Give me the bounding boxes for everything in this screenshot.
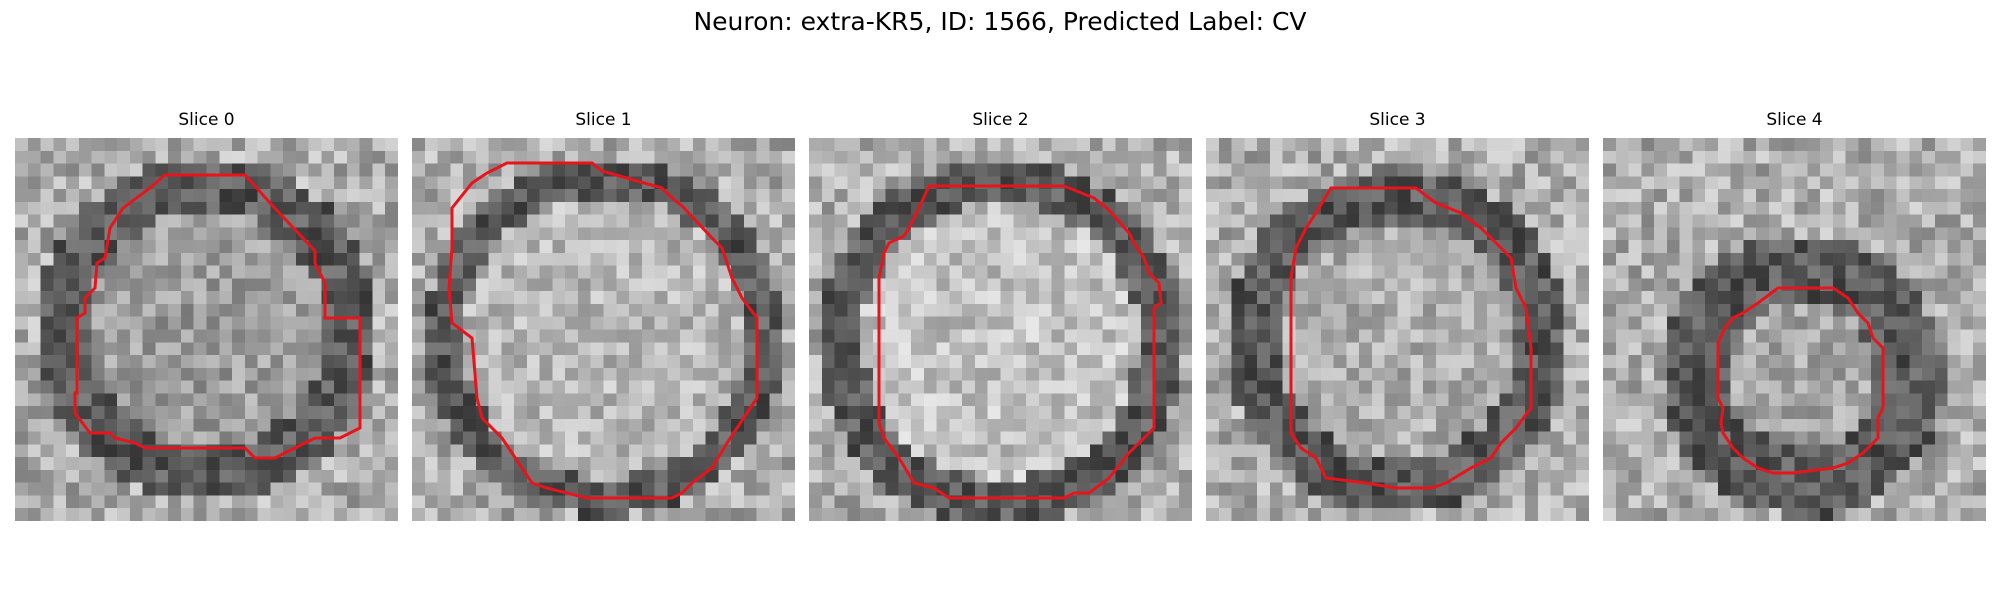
micrograph-image xyxy=(412,138,795,521)
slice-panel-0: Slice 0 xyxy=(15,110,398,521)
red-contour-icon xyxy=(447,161,759,500)
slice-title: Slice 0 xyxy=(178,110,235,130)
slice-image xyxy=(412,138,795,521)
micrograph-image xyxy=(15,138,398,521)
slice-panel-4: Slice 4 xyxy=(1603,110,1986,521)
micrograph-image xyxy=(1603,138,1986,521)
slice-title: Slice 2 xyxy=(972,110,1029,130)
slice-image xyxy=(15,138,398,521)
red-contour-icon xyxy=(1716,286,1885,475)
slice-title: Slice 1 xyxy=(575,110,632,130)
red-contour-icon xyxy=(1289,186,1533,490)
micrograph-image xyxy=(1206,138,1589,521)
figure-title: Neuron: extra-KR5, ID: 1566, Predicted L… xyxy=(693,7,1307,36)
slice-image xyxy=(1603,138,1986,521)
micrograph-image xyxy=(809,138,1192,521)
slice-image xyxy=(1206,138,1589,521)
red-contour-icon xyxy=(73,173,362,460)
slice-panel-1: Slice 1 xyxy=(412,110,795,521)
slice-title: Slice 4 xyxy=(1766,110,1823,130)
slice-panel-3: Slice 3 xyxy=(1206,110,1589,521)
red-contour-icon xyxy=(877,184,1163,500)
slice-title: Slice 3 xyxy=(1369,110,1426,130)
slice-panel-2: Slice 2 xyxy=(809,110,1192,521)
slice-image xyxy=(809,138,1192,521)
